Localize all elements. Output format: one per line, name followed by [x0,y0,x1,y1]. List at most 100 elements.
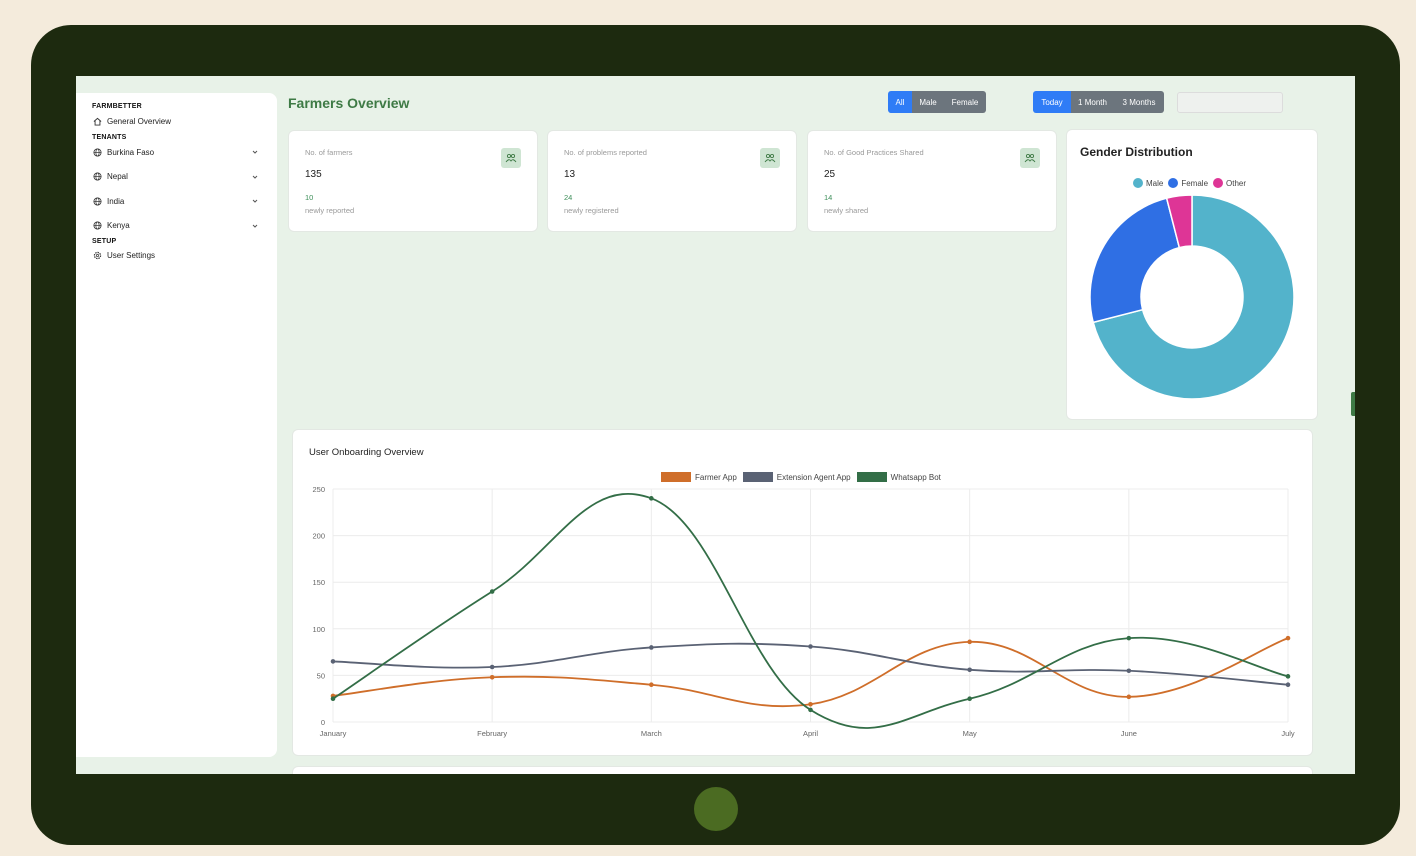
legend-label: Female [1181,178,1209,188]
x-tick-label: March [641,729,662,738]
legend-label: Male [1146,178,1164,188]
y-tick-label: 0 [321,718,325,727]
stat-new-label: newly reported [305,206,355,215]
period-today-button[interactable]: Today [1033,91,1071,113]
legend-swatch [742,472,773,482]
legend-swatch [1213,178,1224,188]
data-point-farmer-app[interactable] [489,674,495,680]
legend-item-farmer-app[interactable]: Farmer App [661,472,737,482]
x-tick-label: February [477,729,507,738]
home-button[interactable] [694,787,738,831]
data-point-farmer-app[interactable] [808,701,813,707]
sidebar-item-india[interactable]: India [92,195,260,207]
chevron-down-icon[interactable] [250,221,260,231]
stat-value: 25 [824,169,836,180]
period-1-month-button[interactable]: 1 Month [1071,91,1114,113]
sidebar-item-label: User Settings [107,251,156,261]
gender-distribution-card: Gender Distribution Male Female Other [1066,129,1318,420]
legend-item-whatsapp-bot[interactable]: Whatsapp Bot [856,472,941,482]
data-point-whatsapp-bot[interactable] [1126,635,1132,641]
chevron-down-icon[interactable] [250,196,260,206]
farmers-icon [760,148,780,168]
data-point-whatsapp-bot[interactable] [649,496,654,501]
data-point-extension-agent-app[interactable] [489,664,495,670]
slice-female[interactable] [1089,197,1181,324]
sidebar-item-label: Kenya [107,221,130,231]
period-3-months-button[interactable]: 3 Months [1114,91,1164,113]
data-point-whatsapp-bot[interactable] [967,696,972,701]
y-tick-label: 100 [312,625,325,634]
data-point-whatsapp-bot[interactable] [808,707,813,713]
sidebar-item-burkina-faso[interactable]: Burkina Faso [92,146,260,158]
legend-label: Whatsapp Bot [890,472,941,482]
sidebar-item-kenya[interactable]: Kenya [92,220,260,232]
gender-doughnut-chart [1089,194,1295,400]
gender-filter: All Male Female [888,91,986,113]
legend-label: Extension Agent App [776,472,851,482]
onboarding-line-chart: 0 50 100 150 200 250 January February March April… [312,485,1294,738]
data-point-extension-agent-app[interactable] [967,667,972,673]
data-point-extension-agent-app[interactable] [649,645,654,650]
legend-item-other[interactable]: Other [1213,178,1246,188]
data-point-farmer-app[interactable] [1126,694,1132,700]
chevron-down-icon[interactable] [250,172,260,182]
legend-item-female[interactable]: Female [1168,178,1208,188]
data-point-whatsapp-bot[interactable] [1285,674,1291,679]
x-tick-label: April [803,729,818,738]
legend-swatch [661,472,691,482]
y-tick-label: 250 [312,485,325,494]
farmers-icon [1020,148,1040,168]
filter-male-button[interactable]: Male [912,91,944,113]
legend-swatch [1133,178,1143,188]
sidebar-item-general-overview[interactable]: General Overview [92,115,260,127]
sidebar-item-user-settings[interactable]: User Settings [92,250,260,262]
sidebar-item-nepal[interactable]: Nepal [92,171,260,183]
next-card [292,766,1313,774]
stat-new-count: 10 [305,193,314,202]
data-point-farmer-app[interactable] [1285,635,1291,641]
page-title: Farmers Overview [288,95,410,111]
stat-label: No. of problems reported [564,148,647,157]
period-filter: Today 1 Month 3 Months [1033,91,1164,113]
globe-icon [92,221,102,231]
edge-tab[interactable] [1351,392,1355,416]
legend-item-extension-agent-app[interactable]: Extension Agent App [742,472,851,482]
data-point-extension-agent-app[interactable] [808,644,813,649]
chevron-down-icon[interactable] [250,147,260,157]
legend-swatch [856,472,887,482]
gender-chart-title: Gender Distribution [1080,145,1193,159]
legend-item-male[interactable]: Male [1133,178,1163,188]
stat-new-count: 24 [564,193,573,202]
data-point-farmer-app[interactable] [967,639,972,645]
legend-label: Farmer App [695,472,737,482]
data-point-whatsapp-bot[interactable] [489,589,495,594]
globe-icon [92,172,102,182]
stat-label: No. of farmers [305,148,353,157]
filter-female-button[interactable]: Female [944,91,986,113]
stat-new-label: newly registered [564,206,619,215]
data-point-farmer-app[interactable] [649,682,654,688]
sidebar-item-label: India [107,196,125,206]
stat-new-count: 14 [824,193,833,202]
sidebar-item-label: General Overview [107,116,172,126]
tenants-heading: TENANTS [92,134,127,141]
stat-label: No. of Good Practices Shared [824,148,924,157]
farmers-icon [501,148,521,168]
setup-heading: SETUP [92,237,117,245]
slice-other[interactable] [1165,194,1193,249]
data-point-extension-agent-app[interactable] [1285,682,1291,688]
data-point-extension-agent-app[interactable] [330,659,336,664]
slice-male[interactable] [1092,194,1295,400]
data-point-whatsapp-bot[interactable] [330,696,336,701]
filter-all-button[interactable]: All [888,91,912,113]
data-point-extension-agent-app[interactable] [1126,668,1132,674]
stat-card-farmers: No. of farmers 135 10 newly reported [288,130,538,232]
home-icon [92,116,102,126]
stat-card-problems: No. of problems reported 13 24 newly reg… [547,130,797,232]
onboarding-legend: Farmer App Extension Agent App Whatsapp … [661,472,947,482]
y-tick-label: 150 [312,578,325,587]
sidebar: FARMBETTER General Overview TENANTS Burk… [76,93,277,757]
sidebar-item-label: Burkina Faso [107,147,155,157]
date-input[interactable] [1177,92,1283,113]
gender-legend: Male Female Other [1133,178,1251,188]
